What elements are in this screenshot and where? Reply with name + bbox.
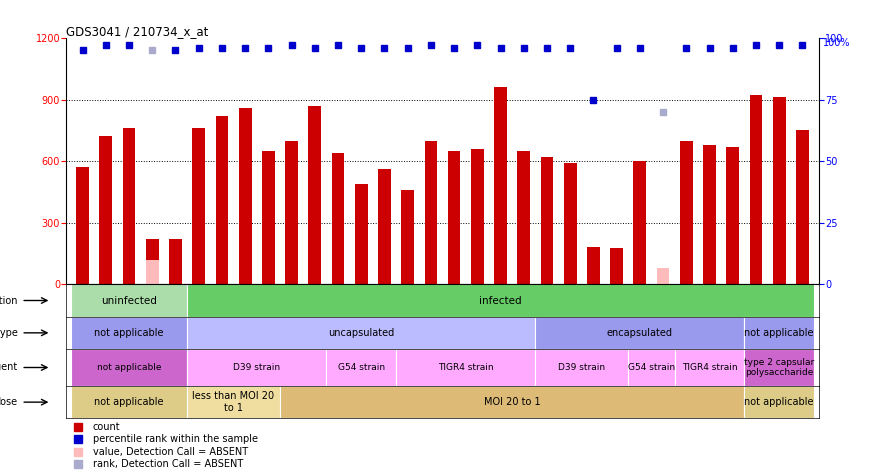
Bar	[146, 260, 158, 284]
Text: cell type: cell type	[0, 328, 18, 338]
Bar	[634, 161, 646, 284]
Text: G54 strain: G54 strain	[338, 363, 385, 372]
Text: rank, Detection Call = ABSENT: rank, Detection Call = ABSENT	[93, 459, 243, 469]
Text: G54 strain: G54 strain	[627, 363, 675, 372]
Text: TIGR4 strain: TIGR4 strain	[438, 363, 494, 372]
Bar	[471, 149, 484, 284]
Bar	[773, 98, 786, 284]
Bar	[378, 169, 391, 284]
Text: type 2 capsular
polysaccharide: type 2 capsular polysaccharide	[744, 358, 814, 377]
Bar	[71, 317, 187, 349]
Bar	[744, 386, 814, 419]
Text: MOI 20 to 1: MOI 20 to 1	[484, 397, 541, 407]
Text: infected: infected	[480, 295, 522, 306]
Bar	[187, 284, 814, 317]
Bar	[703, 145, 716, 284]
Bar	[518, 151, 530, 284]
Bar	[355, 184, 367, 284]
Bar	[71, 386, 187, 419]
Bar	[216, 116, 228, 284]
Bar	[494, 87, 507, 284]
Text: value, Detection Call = ABSENT: value, Detection Call = ABSENT	[93, 447, 248, 456]
Text: D39 strain: D39 strain	[558, 363, 605, 372]
Bar	[796, 130, 809, 284]
Bar	[332, 153, 344, 284]
Bar	[425, 141, 437, 284]
Bar	[674, 349, 744, 386]
Text: uncapsulated: uncapsulated	[328, 328, 395, 338]
Text: less than MOI 20
to 1: less than MOI 20 to 1	[192, 392, 274, 413]
Bar	[587, 247, 600, 284]
Bar	[187, 386, 280, 419]
Bar	[123, 128, 135, 284]
Text: not applicable: not applicable	[744, 397, 814, 407]
Bar	[750, 95, 762, 284]
Bar	[146, 239, 158, 284]
Text: infection: infection	[0, 295, 18, 306]
Bar	[401, 190, 414, 284]
Bar	[657, 268, 669, 284]
Bar	[611, 248, 623, 284]
Text: GDS3041 / 210734_x_at: GDS3041 / 210734_x_at	[66, 25, 209, 38]
Text: count: count	[93, 422, 120, 432]
Bar	[541, 157, 553, 284]
Bar	[727, 147, 739, 284]
Bar	[564, 163, 577, 284]
Text: not applicable: not applicable	[744, 328, 814, 338]
Bar	[71, 349, 187, 386]
Bar	[327, 349, 396, 386]
Bar	[262, 151, 274, 284]
Text: not applicable: not applicable	[95, 328, 164, 338]
Text: dose: dose	[0, 397, 18, 407]
Bar	[187, 317, 535, 349]
Bar	[71, 284, 187, 317]
Bar	[657, 268, 669, 284]
Text: encapsulated: encapsulated	[607, 328, 673, 338]
Text: D39 strain: D39 strain	[233, 363, 281, 372]
Bar	[535, 349, 628, 386]
Bar	[680, 141, 693, 284]
Bar	[187, 349, 327, 386]
Bar	[285, 141, 298, 284]
Text: not applicable: not applicable	[96, 363, 161, 372]
Bar	[239, 108, 251, 284]
Bar	[99, 137, 112, 284]
Bar	[396, 349, 535, 386]
Bar	[192, 128, 205, 284]
Text: not applicable: not applicable	[95, 397, 164, 407]
Bar	[76, 167, 89, 284]
Bar	[744, 349, 814, 386]
Bar	[169, 239, 182, 284]
Text: uninfected: uninfected	[101, 295, 157, 306]
Bar	[628, 349, 674, 386]
Bar	[744, 317, 814, 349]
Bar	[448, 151, 460, 284]
Bar	[535, 317, 744, 349]
Text: percentile rank within the sample: percentile rank within the sample	[93, 434, 258, 444]
Bar	[280, 386, 744, 419]
Text: agent: agent	[0, 363, 18, 373]
Bar	[308, 106, 321, 284]
Text: 100%: 100%	[823, 38, 850, 48]
Text: TIGR4 strain: TIGR4 strain	[681, 363, 737, 372]
